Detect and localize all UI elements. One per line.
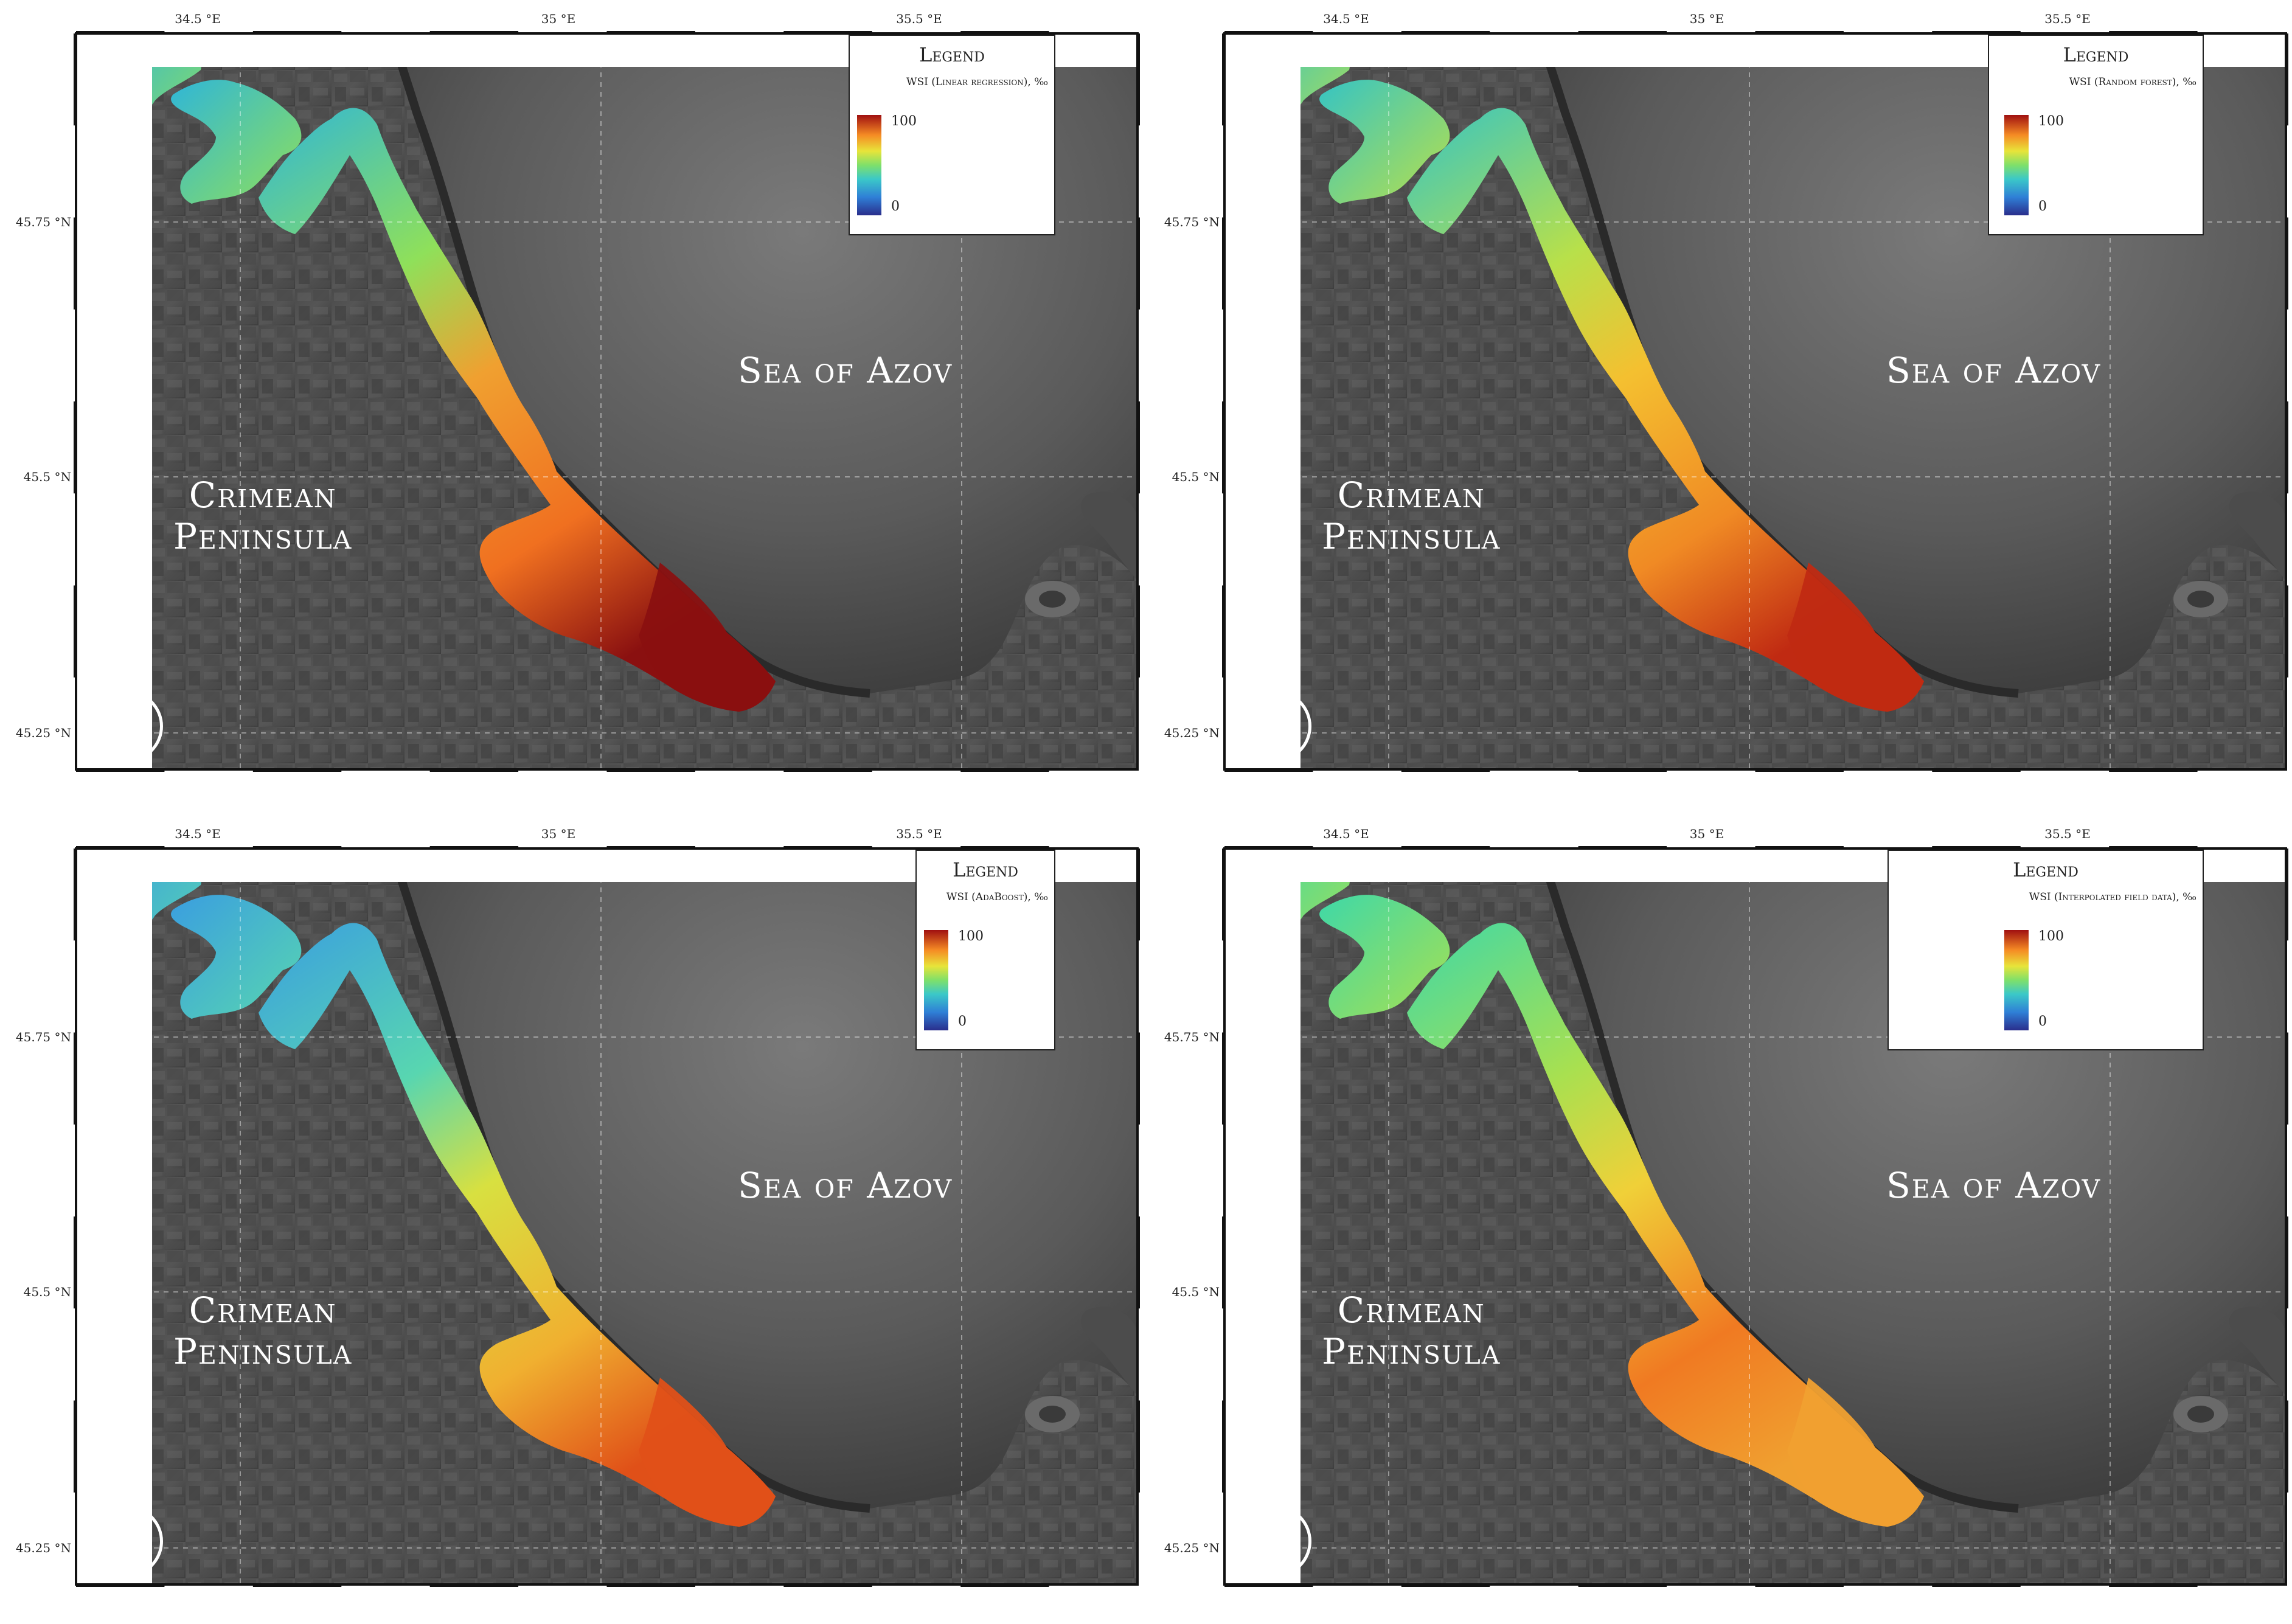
legend-min-label: 0 [2038, 199, 2047, 214]
map-panel-b: 34.5 °E 35 °E 35.5 °E 45.75 °N 45.5 °N 45.25 … [1148, 0, 2292, 809]
crimean-peninsula-label: Crimean Peninsula [173, 474, 352, 557]
legend-subtitle: WSI (Random forest), ‰ [2069, 76, 2196, 88]
lon-tick-label: 35.5 °E [2044, 12, 2091, 26]
land-label-line-1: Crimean [1337, 474, 1485, 516]
lon-tick-label: 34.5 °E [1323, 827, 1369, 841]
lat-tick-label: 45.25 °N [1164, 726, 1220, 740]
legend-max-label: 100 [891, 114, 917, 129]
legend-box: Legend WSI (Linear regression), ‰ 100 0 [849, 35, 1055, 235]
legend-title: Legend [953, 858, 1018, 881]
lat-tick-label: 45.25 °N [1164, 1541, 1220, 1555]
legend-min-label: 0 [958, 1014, 967, 1029]
lat-tick-label: 45.75 °N [15, 215, 71, 229]
legend-box: Legend WSI (Random forest), ‰ 100 0 [1988, 35, 2204, 235]
land-label-line-2: Peninsula [1322, 516, 1501, 557]
northwest-branch [171, 895, 302, 1019]
sivash-lagoon-salinity [259, 108, 776, 712]
sea-of-azov-label: Sea of Azov [738, 1165, 953, 1206]
lat-tick-label: 45.75 °N [15, 1030, 71, 1044]
lat-tick-label: 45.5 °N [23, 1285, 71, 1299]
lon-tick-label: 35.5 °E [2044, 827, 2091, 841]
panel-letter-badge: D [1240, 1505, 1311, 1577]
map-panel-d: 34.5 °E 35 °E 35.5 °E 45.75 °N 45.5 °N 45.25 … [1148, 815, 2292, 1624]
legend-min-label: 0 [891, 199, 900, 214]
map-panel-a: 34.5 °E 35 °E 35.5 °E 45.75 °N 45.5 °N 45.25 … [0, 0, 1144, 809]
land-label-line-2: Peninsula [173, 516, 353, 557]
lon-tick-label: 35 °E [541, 12, 576, 26]
lon-tick-label: 34.5 °E [175, 827, 221, 841]
lon-tick-label: 35.5 °E [896, 827, 942, 841]
sea-of-azov-label: Sea of Azov [1886, 1165, 2102, 1206]
sea-of-azov-label: Sea of Azov [1886, 350, 2102, 391]
map-image [1222, 31, 2288, 772]
lat-tick-label: 45.25 °N [15, 1541, 71, 1555]
sivash-lagoon-salinity [259, 923, 776, 1527]
northwest-bay [152, 67, 201, 105]
land-label-line-1: Crimean [189, 474, 337, 516]
northwest-bay [152, 882, 201, 920]
sivash-lagoon-salinity [1407, 108, 1924, 712]
northwest-branch [171, 80, 302, 204]
land-label-line-1: Crimean [189, 1289, 337, 1331]
legend-box: Legend WSI (Interpolated field data), ‰ 10… [1887, 850, 2204, 1050]
northwest-bay [1301, 67, 1350, 105]
land-label-line-2: Peninsula [173, 1331, 353, 1372]
legend-max-label: 100 [2038, 929, 2064, 944]
lat-tick-label: 45.5 °N [1172, 1285, 1220, 1299]
legend-color-ramp [924, 930, 948, 1030]
lagoon-southern-tip [1787, 1378, 1924, 1527]
crimean-peninsula-label: Crimean Peninsula [173, 1289, 352, 1372]
lat-tick-label: 45.75 °N [1164, 1030, 1220, 1044]
lon-tick-label: 35.5 °E [896, 12, 942, 26]
lon-tick-label: 35 °E [541, 827, 576, 841]
lat-tick-label: 45.5 °N [23, 470, 71, 484]
legend-title: Legend [2013, 858, 2078, 881]
legend-title: Legend [919, 43, 985, 66]
lagoon-southern-tip [639, 563, 776, 712]
lon-tick-label: 34.5 °E [175, 12, 221, 26]
lat-tick-label: 45.5 °N [1172, 470, 1220, 484]
map-panel-c: 34.5 °E 35 °E 35.5 °E 45.75 °N 45.5 °N 45.25 … [0, 815, 1144, 1624]
legend-color-ramp [2004, 930, 2029, 1030]
legend-subtitle: WSI (Interpolated field data), ‰ [2029, 891, 2196, 903]
panel-letter-badge: C [91, 1505, 163, 1577]
legend-max-label: 100 [2038, 114, 2064, 129]
legend-min-label: 0 [2038, 1014, 2047, 1029]
lat-tick-label: 45.75 °N [1164, 215, 1220, 229]
lon-tick-label: 35 °E [1689, 12, 1724, 26]
land-label-line-1: Crimean [1337, 1289, 1485, 1331]
northwest-bay [1301, 882, 1350, 920]
legend-subtitle: WSI (AdaBoost), ‰ [946, 891, 1048, 903]
legend-max-label: 100 [958, 929, 984, 944]
sivash-lagoon-salinity [1407, 923, 1924, 1527]
lagoon-southern-tip [639, 1378, 776, 1527]
crimean-peninsula-label: Crimean Peninsula [1322, 474, 1501, 557]
lagoon-southern-tip [1787, 563, 1924, 712]
legend-color-ramp [2004, 115, 2029, 215]
lon-tick-label: 35 °E [1689, 827, 1724, 841]
crimean-peninsula-label: Crimean Peninsula [1322, 1289, 1501, 1372]
land-label-line-2: Peninsula [1322, 1331, 1501, 1372]
panel-letter-badge: B [1240, 690, 1311, 762]
panel-letter-badge: A [91, 690, 163, 762]
legend-subtitle: WSI (Linear regression), ‰ [906, 76, 1048, 88]
legend-color-ramp [857, 115, 881, 215]
lon-tick-label: 34.5 °E [1323, 12, 1369, 26]
legend-title: Legend [2063, 43, 2129, 66]
northwest-branch [1319, 80, 1450, 204]
sea-of-azov-label: Sea of Azov [738, 350, 953, 391]
legend-box: Legend WSI (AdaBoost), ‰ 100 0 [915, 850, 1055, 1050]
lat-tick-label: 45.25 °N [15, 726, 71, 740]
northwest-branch [1319, 895, 1450, 1019]
